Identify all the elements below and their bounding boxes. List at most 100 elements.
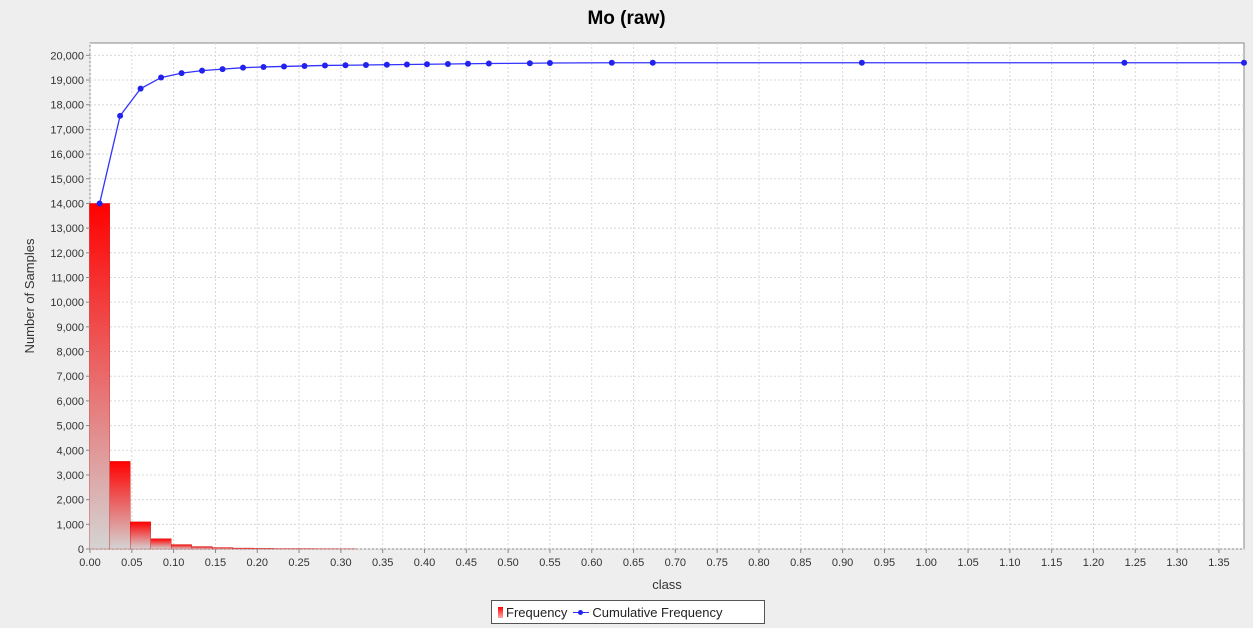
cumulative-swatch: [573, 608, 590, 617]
frequency-bar: [191, 546, 213, 550]
y-tick-label: 20,000: [50, 50, 84, 62]
cumulative-point: [546, 59, 553, 66]
y-tick-label: 19,000: [50, 75, 84, 87]
cumulative-point: [158, 74, 165, 81]
cumulative-point: [403, 61, 410, 68]
cumulative-point: [464, 60, 471, 67]
x-tick-label: 0.90: [832, 557, 853, 569]
chart-title: Mo (raw): [587, 8, 666, 29]
x-tick-label: 0.85: [790, 557, 811, 569]
y-axis-ticks: 0 1,000 2,000 3,000 4,000 5,000 6,000 7,000 8,00…: [50, 50, 90, 556]
cumulative-point: [424, 61, 431, 68]
cumulative-point: [199, 67, 206, 74]
cumulative-point: [362, 61, 369, 68]
frequency-swatch: [498, 606, 503, 618]
x-tick-label: 0.20: [247, 557, 268, 569]
cumulative-point: [444, 60, 451, 67]
x-tick-label: 0.15: [205, 557, 226, 569]
y-tick-label: 8,000: [56, 347, 84, 359]
cumulative-point: [178, 70, 185, 77]
y-tick-label: 7,000: [56, 371, 84, 383]
y-tick-label: 10,000: [50, 297, 84, 309]
x-axis-ticks: 0.00 0.05 0.10 0.15 0.20 0.25 0.30 0.35 0.40 0.45…: [79, 549, 1230, 569]
x-tick-label: 0.65: [623, 557, 644, 569]
y-tick-label: 16,000: [50, 149, 84, 161]
cumulative-point: [1241, 59, 1247, 66]
x-tick-label: 0.25: [288, 557, 309, 569]
plot-area: [89, 42, 1245, 550]
y-tick-label: 0: [78, 544, 84, 556]
x-tick-label: 0.55: [539, 557, 560, 569]
cumulative-point: [219, 66, 226, 73]
x-tick-label: 1.30: [1166, 557, 1187, 569]
frequency-bar: [150, 538, 172, 550]
legend-label-cumulative: Cumulative Frequency: [592, 604, 723, 620]
x-tick-label: 0.95: [874, 557, 895, 569]
x-tick-label: 1.00: [916, 557, 937, 569]
y-tick-label: 13,000: [50, 223, 84, 235]
cumulative-point: [260, 63, 267, 70]
frequency-bar: [130, 521, 151, 550]
y-tick-label: 1,000: [56, 519, 84, 531]
grid-lines: [89, 43, 1244, 550]
cumulative-point: [383, 61, 390, 68]
x-tick-label: 1.15: [1041, 557, 1062, 569]
x-tick-label: 0.30: [330, 557, 351, 569]
y-tick-label: 12,000: [50, 248, 84, 260]
cumulative-point: [858, 59, 865, 66]
cumulative-point: [301, 62, 308, 69]
cumulative-point: [485, 60, 492, 67]
y-tick-label: 6,000: [56, 396, 84, 408]
y-tick-label: 9,000: [56, 322, 84, 334]
cumulative-point: [649, 59, 656, 66]
cumulative-point: [117, 112, 124, 119]
y-tick-label: 4,000: [56, 445, 84, 457]
frequency-bar: [171, 544, 192, 550]
cumulative-point: [342, 62, 349, 69]
y-tick-label: 14,000: [50, 198, 84, 210]
legend-item-frequency: Frequency: [498, 605, 567, 620]
x-tick-label: 0.75: [706, 557, 727, 569]
y-tick-label: 11,000: [51, 272, 84, 284]
y-tick-label: 15,000: [50, 174, 84, 186]
cumulative-point: [240, 64, 247, 71]
x-tick-label: 1.05: [957, 557, 978, 569]
frequency-bar: [89, 203, 111, 550]
legend: Frequency Cumulative Frequency: [491, 600, 765, 624]
x-tick-label: 0.10: [163, 557, 184, 569]
frequency-bar: [232, 547, 254, 550]
x-tick-label: 0.80: [748, 557, 769, 569]
x-tick-label: 1.25: [1125, 557, 1146, 569]
frequency-bar: [212, 547, 233, 550]
x-tick-label: 0.70: [665, 557, 686, 569]
cumulative-point: [137, 85, 144, 92]
cumulative-line: [96, 59, 1247, 207]
x-tick-label: 1.20: [1083, 557, 1104, 569]
cumulative-point: [1121, 59, 1128, 66]
y-tick-label: 18,000: [50, 100, 84, 112]
legend-item-cumulative: Cumulative Frequency: [573, 605, 722, 620]
frequency-bar: [109, 461, 131, 550]
x-tick-label: 0.40: [414, 557, 435, 569]
y-tick-label: 3,000: [56, 470, 84, 482]
x-tick-label: 1.35: [1208, 557, 1229, 569]
cumulative-point: [281, 63, 288, 70]
x-tick-label: 0.00: [79, 557, 100, 569]
legend-label-frequency: Frequency: [506, 604, 568, 620]
x-tick-label: 0.60: [581, 557, 602, 569]
x-tick-label: 0.05: [121, 557, 142, 569]
y-axis-label: Number of Samples: [22, 238, 37, 353]
cumulative-point: [526, 60, 533, 67]
y-tick-label: 5,000: [56, 421, 84, 433]
frequency-bars: [89, 203, 356, 550]
x-tick-label: 0.50: [497, 557, 518, 569]
x-tick-label: 1.10: [999, 557, 1020, 569]
y-tick-label: 2,000: [56, 495, 84, 507]
x-tick-label: 0.45: [456, 557, 477, 569]
cumulative-point: [96, 200, 103, 207]
x-tick-label: 0.35: [372, 557, 393, 569]
frequency-bar: [253, 548, 274, 550]
y-tick-label: 17,000: [50, 124, 84, 136]
cumulative-point: [321, 62, 328, 69]
